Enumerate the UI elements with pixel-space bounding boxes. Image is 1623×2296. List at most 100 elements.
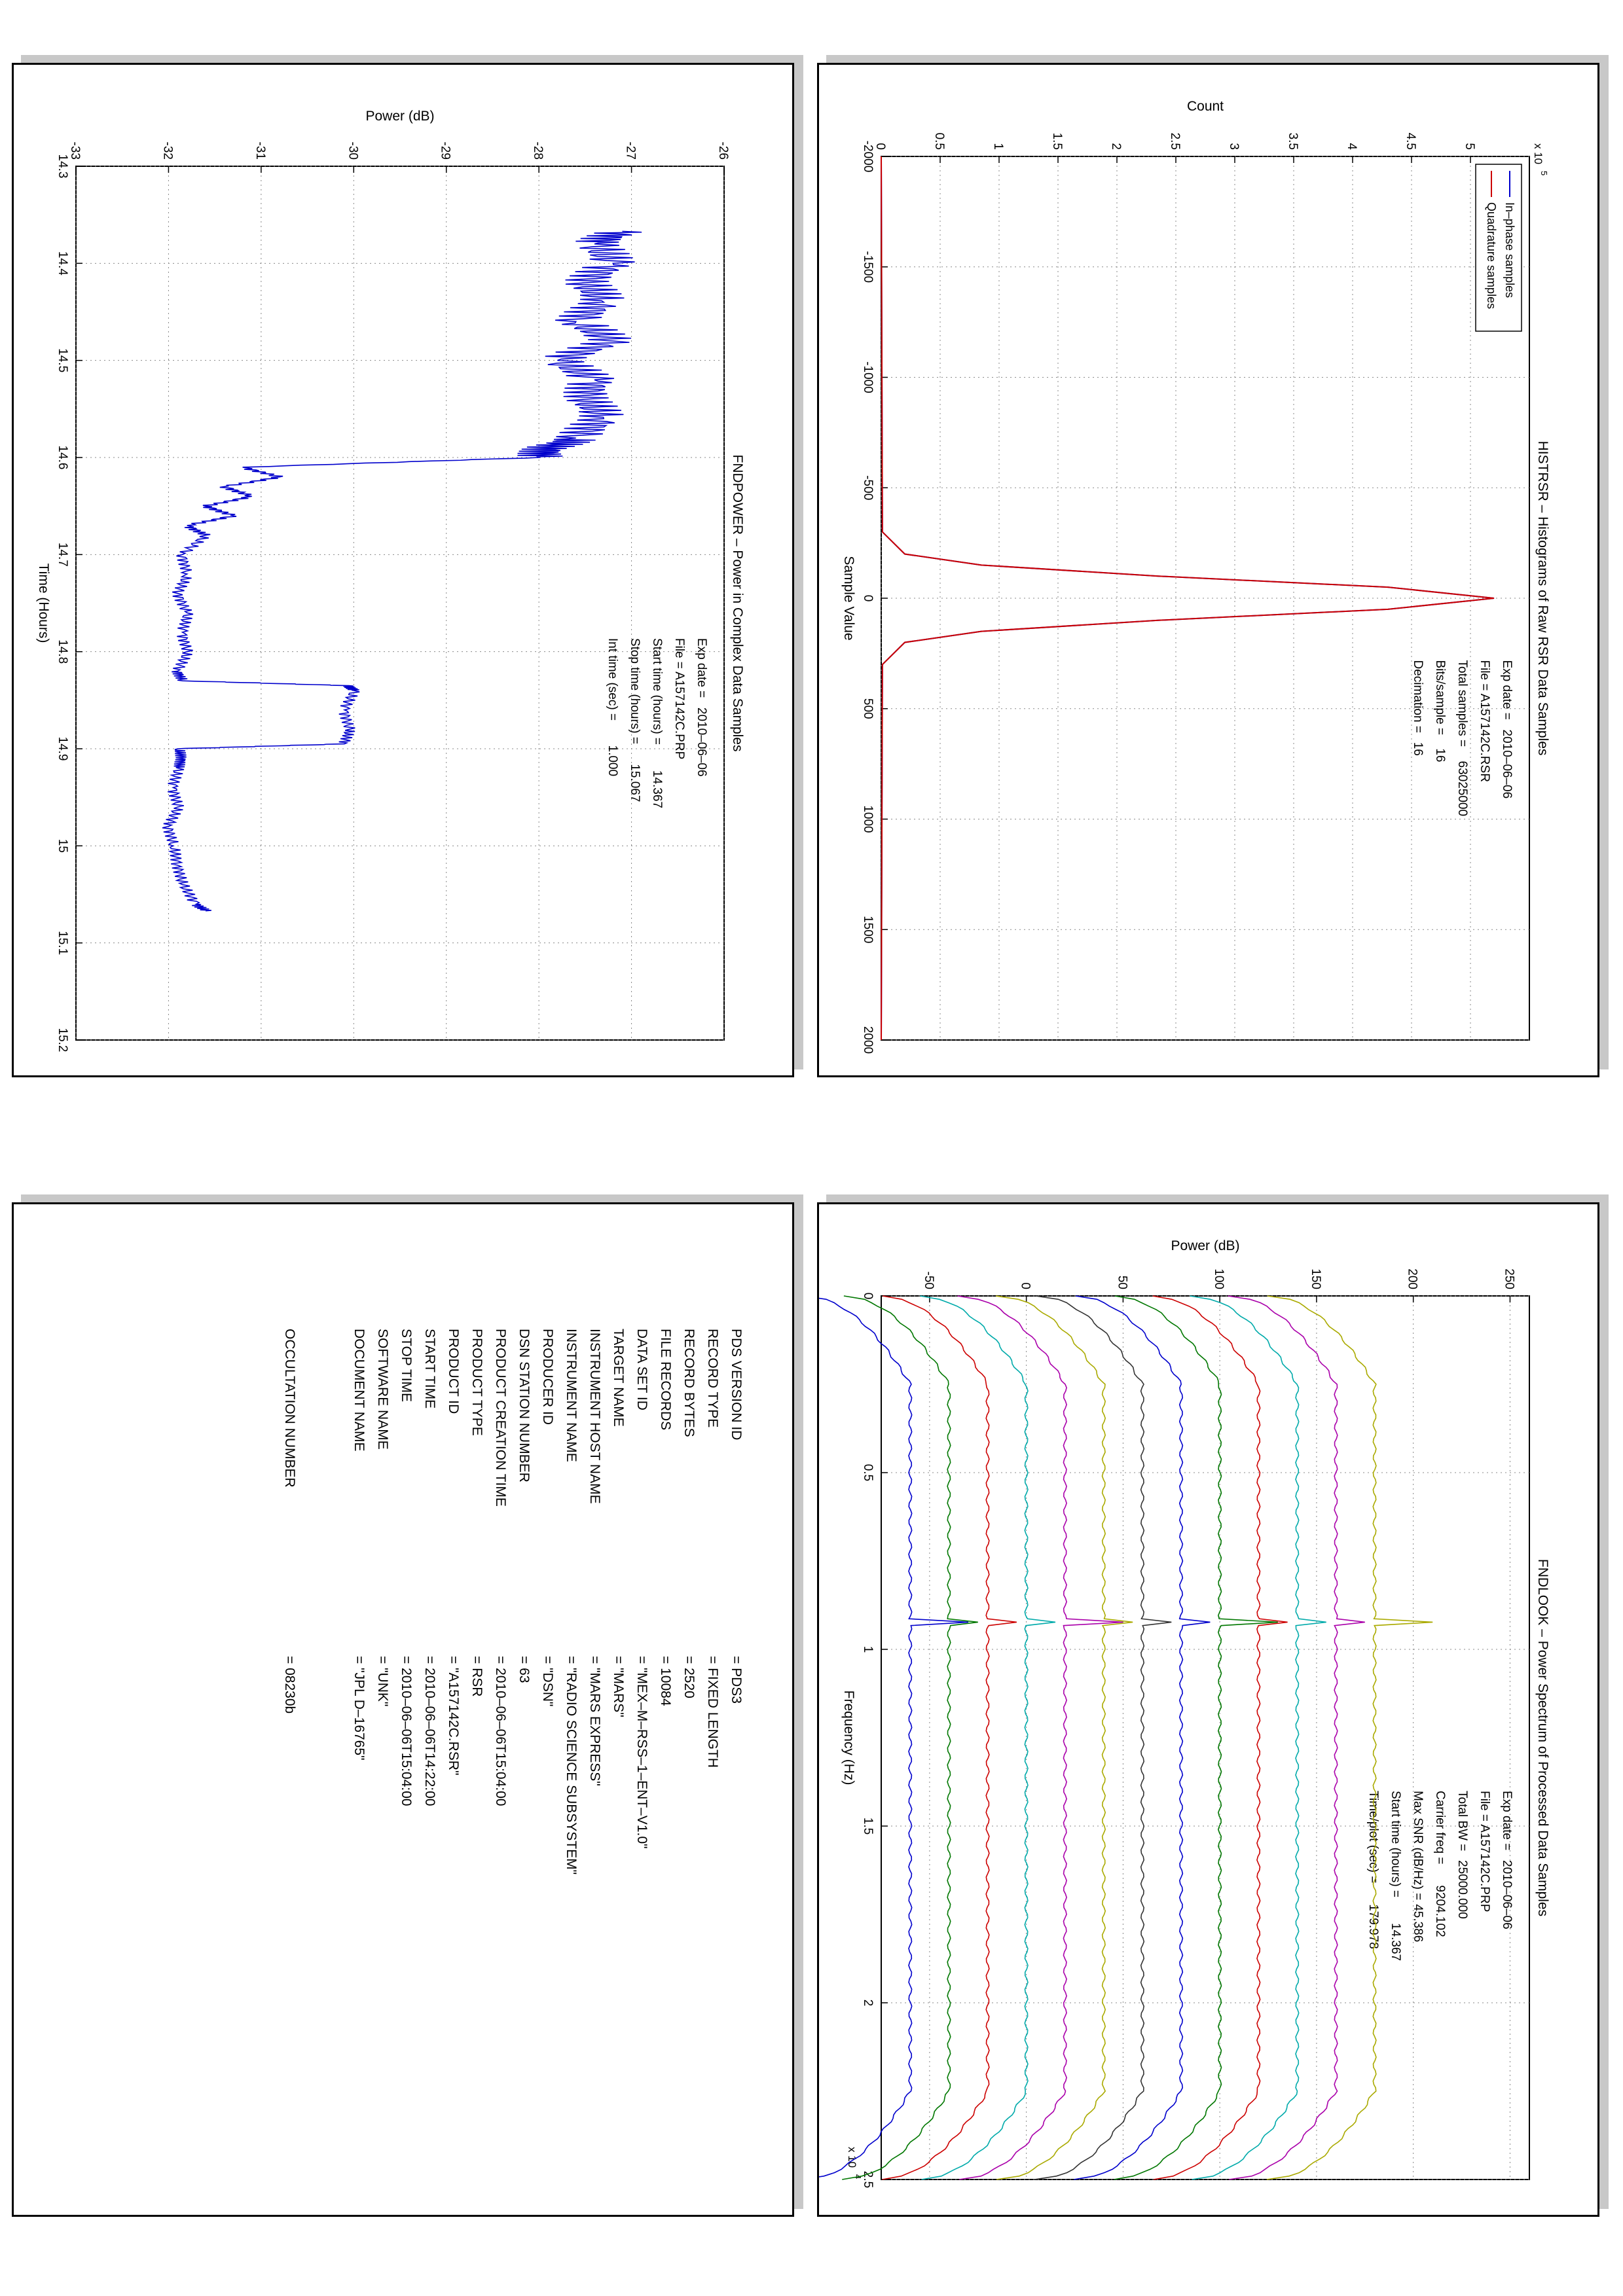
fndpower-info-value: 15.067 [628, 764, 642, 802]
histrsr-xtick-label: 0 [861, 595, 875, 602]
fndpower-info-value: 2010–06–06 [695, 708, 708, 777]
fndpower-xtick-label: 15.2 [56, 1028, 69, 1052]
fndpower-info-value: 1.000 [606, 745, 619, 777]
fndlook-xtick-label: 0 [861, 1293, 875, 1300]
fndlook-info-value: 45.386 [1411, 1904, 1425, 1942]
fndlook-series-line-10 [1190, 1295, 1326, 2180]
fndpower-xtick-label: 15 [56, 839, 69, 853]
label-table-key: INSTRUMENT HOST NAME [587, 1329, 602, 1504]
label-table-value: = RSR [469, 1656, 484, 1697]
fndpower-ytick-label: -33 [68, 142, 82, 160]
fndpower-series-line [162, 230, 642, 912]
fndlook-ytick-label: 150 [1309, 1268, 1322, 1289]
fndlook-xtick-label: 2 [861, 2000, 875, 2007]
histrsr-info-label: Total samples = [1455, 660, 1469, 747]
label-table-key: RECORD TYPE [705, 1329, 720, 1428]
histrsr-info-label: Bits/sample = [1433, 660, 1447, 736]
label-table-value: = 2520 [682, 1656, 697, 1698]
histrsr-info-label: Exp date = [1500, 660, 1514, 720]
fndlook-info-value: 9204.102 [1433, 1885, 1447, 1937]
label-table-key: DSN STATION NUMBER [517, 1329, 532, 1482]
histrsr-ytick-label: 5 [1463, 143, 1476, 150]
fndlook-x-multiplier: x 10 [846, 2147, 858, 2168]
fndlook-ytick-label: 100 [1212, 1268, 1226, 1289]
label-table-value: = 2010–06–06T15:04:00 [399, 1656, 414, 1806]
label-table-value: = "A157142C.RSR" [446, 1656, 461, 1776]
label-table-key: STOP TIME [399, 1329, 414, 1403]
label-table-value: = FIXED LENGTH [705, 1656, 720, 1768]
fndlook-series-line-0 [802, 1295, 969, 2180]
histrsr-chart: -2000 -1500 -1000 -500 0 500 1000 1500 2000 0 0.5 1… [841, 99, 1550, 1054]
fndlook-info-label: Total BW = [1455, 1791, 1469, 1851]
fndlook-series-line-3 [920, 1295, 1056, 2180]
fndlook-xtick-label: 2.5 [861, 2171, 875, 2188]
label-table-key: DATA SET ID [634, 1329, 649, 1410]
fndlook-ytick-label: -50 [922, 1272, 936, 1289]
fndpower-ytick-label: -31 [253, 142, 267, 160]
label-table-key: TARGET NAME [611, 1329, 626, 1427]
histrsr-xtick-label: 2000 [861, 1026, 875, 1054]
histrsr-ytick-label: 3 [1227, 143, 1241, 150]
fndlook-xlabel: Frequency (Hz) [841, 1691, 856, 1785]
fndlook-title: FNDLOOK – Power Spectrum of Processed Da… [1535, 1559, 1550, 1916]
fndlook-info-label: Carrier freq = [1433, 1791, 1447, 1864]
label-table-value: = 2010–06–06T14:22:00 [422, 1656, 437, 1806]
label-table-key: PRODUCT TYPE [469, 1329, 484, 1436]
fndpower-ytick-label: -27 [624, 142, 638, 160]
fndlook-plot-area [881, 1295, 1530, 2180]
label-table-value: = 2010–06–06T15:04:00 [493, 1656, 508, 1806]
fndlook-info-label: Max SNR (dB/Hz) = [1411, 1791, 1425, 1900]
fndpower-ytick-label: -32 [160, 142, 174, 160]
fndlook-ylabel: Power (dB) [1171, 1238, 1239, 1253]
histrsr-y-multiplier-exp: 5 [1539, 171, 1549, 175]
histrsr-panel: -2000 -1500 -1000 -500 0 500 1000 1500 2000 0 0.5 1… [817, 63, 1599, 1077]
fndlook-series-line-4 [957, 1295, 1123, 2180]
fndpower-xtick-label: 14.3 [56, 154, 69, 179]
histrsr-info-label: Decimation = [1411, 660, 1425, 733]
histrsr-title: HISTRSR – Histograms of Raw RSR Data Sam… [1535, 441, 1550, 756]
histrsr-ytick-label: 3.5 [1286, 133, 1300, 150]
label-table-value: = "MARS EXPRESS" [587, 1656, 602, 1786]
fndlook-info-value: 2010–06–06 [1500, 1860, 1514, 1929]
histrsr-legend-label: Quadrature samples [1485, 202, 1498, 309]
fndlook-panel: 0 0.5 1 1.5 2 2.5 -50 0 50 100 150 200 250 FNDLOOK – … [802, 1202, 1599, 2217]
label-table-key: PRODUCT ID [446, 1329, 461, 1414]
fndlook-series-line-7 [1074, 1295, 1211, 2180]
fndlook-series-line-11 [1228, 1295, 1365, 2180]
histrsr-ytick-label: 2 [1109, 143, 1123, 150]
label-table-value: = 63 [517, 1656, 532, 1683]
histrsr-xtick-label: -1500 [861, 251, 875, 283]
fndpower-ylabel: Power (dB) [365, 109, 434, 124]
label-table-value: = "JPL D–16765" [352, 1656, 367, 1761]
label-table-key: PRODUCT CREATION TIME [493, 1329, 508, 1507]
label-table-value: = 10084 [658, 1656, 673, 1706]
fndpower-xtick-label: 14.9 [56, 737, 69, 761]
histrsr-info-label: File = A157142C.RSR [1478, 660, 1491, 782]
histrsr-rotated-group: -2000 -1500 -1000 -500 0 500 1000 1500 2000 0 0.5 1… [841, 99, 1550, 1054]
fndpower-rotated-group: 14.3 14.4 14.5 14.6 14.7 14.8 14.9 15 15.1 15.2 -3… [36, 109, 745, 1052]
fndlook-rotated-group: 0 0.5 1 1.5 2 2.5 -50 0 50 100 150 200 250 FNDLOOK – … [802, 1238, 1550, 2188]
fndlook-ytick-label: 50 [1115, 1276, 1129, 1289]
fndpower-info-label: Start time (hours) = [650, 638, 664, 745]
label-table-value: = 08230b [282, 1656, 297, 1714]
fndlook-info-label: Start time (hours) = [1389, 1791, 1402, 1897]
histrsr-xlabel: Sample Value [841, 556, 856, 640]
fndlook-info-value: 25000.000 [1455, 1860, 1469, 1919]
fndpower-xtick-label: 14.4 [56, 251, 69, 276]
label-table-value: = "UNK" [375, 1656, 390, 1707]
histrsr-xtick-label: -500 [861, 475, 875, 500]
histrsr-xtick-label: -1000 [861, 361, 875, 393]
fndpower-xtick-label: 14.7 [56, 543, 69, 567]
fndpower-ytick-label: -29 [439, 142, 452, 160]
label-table-value: = PDS3 [729, 1656, 744, 1704]
fndlook-series-line-12 [1266, 1295, 1433, 2180]
fndpower-panel: 14.3 14.4 14.5 14.6 14.7 14.8 14.9 15 15.1 15.2 -3… [12, 63, 794, 1077]
fndlook-ytick-label: 250 [1502, 1268, 1516, 1289]
fndpower-ytick-label: -28 [531, 142, 545, 160]
histrsr-ytick-label: 0 [873, 143, 887, 150]
label-table-value: = "DSN" [540, 1656, 555, 1707]
pds-label-table: PDS VERSION ID = PDS3 RECORD TYPE = FIXED L… [207, 1204, 792, 2114]
fndpower-ytick-label: -26 [716, 142, 730, 160]
label-table-key: FILE RECORDS [658, 1329, 673, 1431]
label-table-key: PDS VERSION ID [729, 1329, 744, 1441]
